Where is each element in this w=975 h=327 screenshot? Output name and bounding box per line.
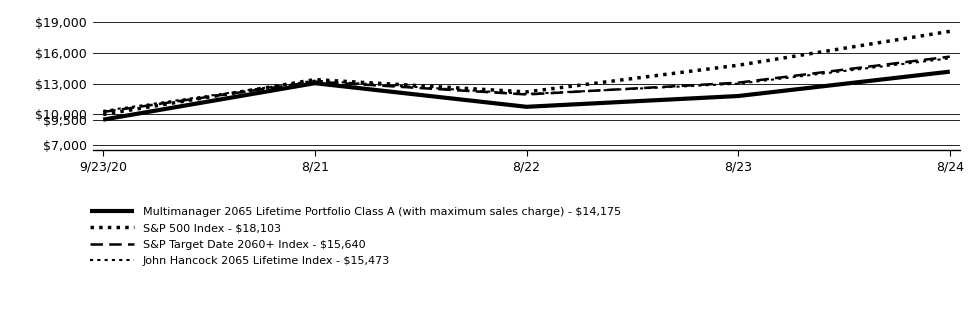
Legend: Multimanager 2065 Lifetime Portfolio Class A (with maximum sales charge) - $14,1: Multimanager 2065 Lifetime Portfolio Cla…: [90, 207, 621, 267]
